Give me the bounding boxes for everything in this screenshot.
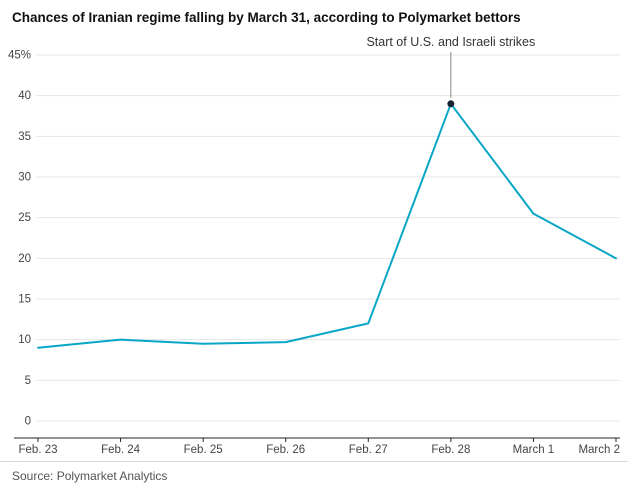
- y-tick-label: 25: [18, 212, 31, 224]
- chart-title: Chances of Iranian regime falling by Mar…: [12, 10, 521, 25]
- y-tick-label: 0: [25, 416, 31, 428]
- line-series: [37, 102, 617, 349]
- x-tick-label: March 2: [578, 444, 620, 456]
- y-tick-label: 35: [18, 131, 31, 143]
- y-tick-label: 20: [18, 253, 31, 265]
- line-chart: 0 5 10 15 20 25 30 35 40 45% Feb. 23 Feb. 24 Feb. 25…: [0, 29, 628, 461]
- x-tick-label: Feb. 27: [349, 444, 388, 456]
- x-tick-label: Feb. 28: [431, 444, 470, 456]
- x-tick-label: March 1: [513, 444, 555, 456]
- chart-canvas: 0 5 10 15 20 25 30 35 40 45% Feb. 23 Feb. 24 Feb. 25…: [8, 35, 620, 456]
- y-tick-label: 40: [18, 90, 31, 102]
- x-tick-label: Feb. 24: [101, 444, 141, 456]
- annotation-label: Start of U.S. and Israeli strikes: [366, 35, 535, 49]
- y-tick-label: 5: [25, 375, 31, 387]
- x-tick-label: Feb. 23: [19, 444, 58, 456]
- x-tick-label: Feb. 26: [266, 444, 305, 456]
- y-tick-label: 10: [18, 334, 31, 346]
- peak-marker-dot: [447, 100, 455, 108]
- source-note: Source: Polymarket Analytics: [0, 461, 628, 483]
- y-tick-label: 45%: [8, 50, 31, 62]
- y-tick-label: 15: [18, 294, 31, 306]
- y-tick-label: 30: [18, 172, 31, 184]
- x-tick-label: Feb. 25: [184, 444, 223, 456]
